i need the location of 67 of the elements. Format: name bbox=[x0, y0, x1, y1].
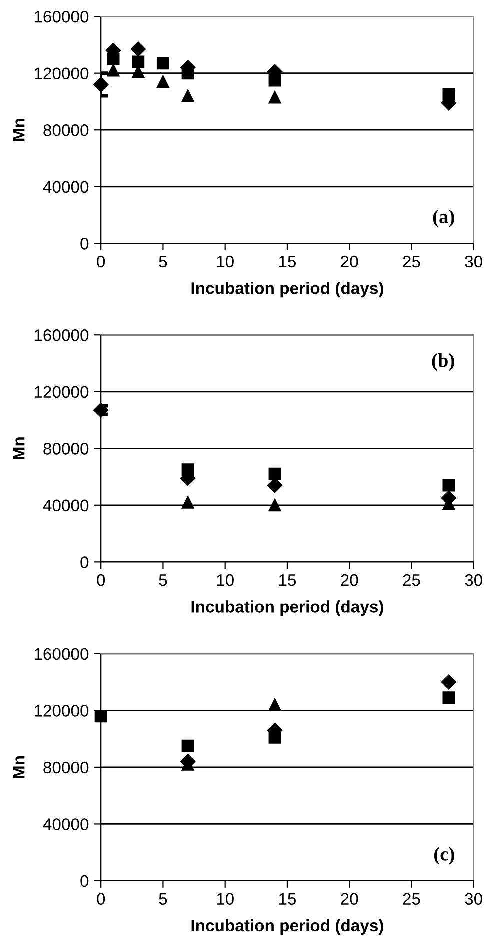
y-axis-title: Mn bbox=[13, 756, 25, 778]
annotation: (b) bbox=[432, 354, 454, 372]
y-tick-label: 80000 bbox=[44, 762, 89, 774]
y-tick-label: 120000 bbox=[34, 705, 89, 717]
y-axis-title: Mn bbox=[13, 119, 25, 142]
x-tick-label: 20 bbox=[341, 893, 358, 906]
x-tick-label: 0 bbox=[97, 256, 106, 268]
point bbox=[182, 464, 194, 476]
y-tick-label: 160000 bbox=[34, 330, 89, 342]
x-axis-title: Incubation period (days) bbox=[192, 919, 384, 935]
x-tick-label: 30 bbox=[465, 256, 482, 268]
point bbox=[268, 698, 282, 712]
y-tick-label: 80000 bbox=[44, 443, 89, 455]
point bbox=[268, 499, 282, 512]
x-tick-label: 20 bbox=[341, 256, 358, 268]
point bbox=[107, 64, 120, 77]
x-tick-label: 10 bbox=[217, 893, 234, 906]
y-tick-label: 120000 bbox=[34, 68, 89, 80]
x-tick-label: 10 bbox=[217, 574, 234, 586]
x-tick-label: 0 bbox=[97, 893, 106, 906]
x-tick-label: 0 bbox=[97, 574, 106, 586]
x-axis-title: Incubation period (days) bbox=[192, 600, 384, 616]
point bbox=[182, 740, 194, 752]
x-tick-label: 15 bbox=[279, 893, 296, 906]
point bbox=[268, 468, 282, 480]
y-tick-label: 80000 bbox=[44, 124, 89, 136]
point bbox=[442, 88, 456, 101]
y-axis-title: Mn bbox=[13, 438, 25, 460]
x-axis-title: Incubation period (days) bbox=[192, 282, 384, 298]
x-tick-label: 5 bbox=[159, 574, 168, 586]
point bbox=[442, 479, 456, 492]
y-tick-label: 0 bbox=[80, 875, 89, 888]
point bbox=[182, 90, 194, 102]
x-tick-label: 25 bbox=[403, 574, 420, 586]
x-tick-label: 15 bbox=[279, 256, 296, 268]
y-tick-label: 160000 bbox=[34, 648, 89, 660]
point bbox=[441, 674, 457, 690]
point bbox=[268, 731, 282, 744]
y-tick-label: 120000 bbox=[34, 386, 89, 398]
point bbox=[442, 692, 456, 704]
x-tick-label: 25 bbox=[403, 893, 420, 906]
y-tick-label: 40000 bbox=[43, 500, 89, 512]
point bbox=[156, 76, 170, 88]
y-tick-label: 0 bbox=[80, 238, 89, 250]
point bbox=[94, 77, 109, 92]
x-tick-label: 30 bbox=[465, 893, 482, 906]
y-tick-label: 40000 bbox=[43, 181, 89, 194]
x-tick-label: 5 bbox=[159, 893, 168, 906]
point bbox=[130, 42, 146, 57]
x-tick-label: 15 bbox=[279, 574, 296, 586]
x-tick-label: 10 bbox=[217, 256, 234, 268]
point bbox=[268, 74, 282, 87]
point bbox=[182, 496, 194, 509]
x-tick-label: 5 bbox=[159, 256, 168, 268]
annotation: (a) bbox=[433, 210, 454, 228]
x-tick-label: 20 bbox=[341, 574, 358, 586]
point bbox=[94, 402, 109, 418]
y-tick-label: 40000 bbox=[43, 818, 89, 830]
y-tick-label: 160000 bbox=[34, 10, 89, 23]
point bbox=[132, 56, 145, 68]
annotation: (c) bbox=[434, 847, 454, 865]
y-tick-label: 0 bbox=[80, 556, 89, 568]
point bbox=[107, 52, 120, 66]
x-tick-label: 30 bbox=[465, 574, 482, 586]
point bbox=[156, 57, 170, 70]
point bbox=[268, 91, 282, 104]
x-tick-label: 25 bbox=[403, 256, 420, 268]
